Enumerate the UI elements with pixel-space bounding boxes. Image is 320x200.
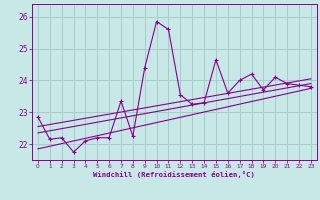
X-axis label: Windchill (Refroidissement éolien,°C): Windchill (Refroidissement éolien,°C) xyxy=(93,171,255,178)
